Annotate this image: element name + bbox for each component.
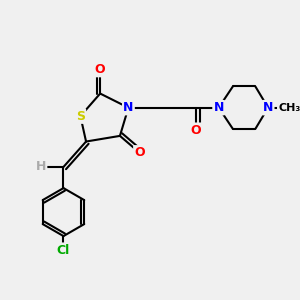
- Text: CH₃: CH₃: [278, 103, 300, 113]
- Text: N: N: [123, 101, 134, 114]
- Text: H: H: [36, 160, 46, 173]
- Text: O: O: [95, 63, 106, 76]
- Text: O: O: [134, 146, 145, 159]
- Text: N: N: [263, 101, 273, 114]
- Text: O: O: [191, 124, 201, 137]
- Text: Cl: Cl: [57, 244, 70, 257]
- Text: S: S: [76, 110, 85, 123]
- Text: N: N: [214, 101, 224, 114]
